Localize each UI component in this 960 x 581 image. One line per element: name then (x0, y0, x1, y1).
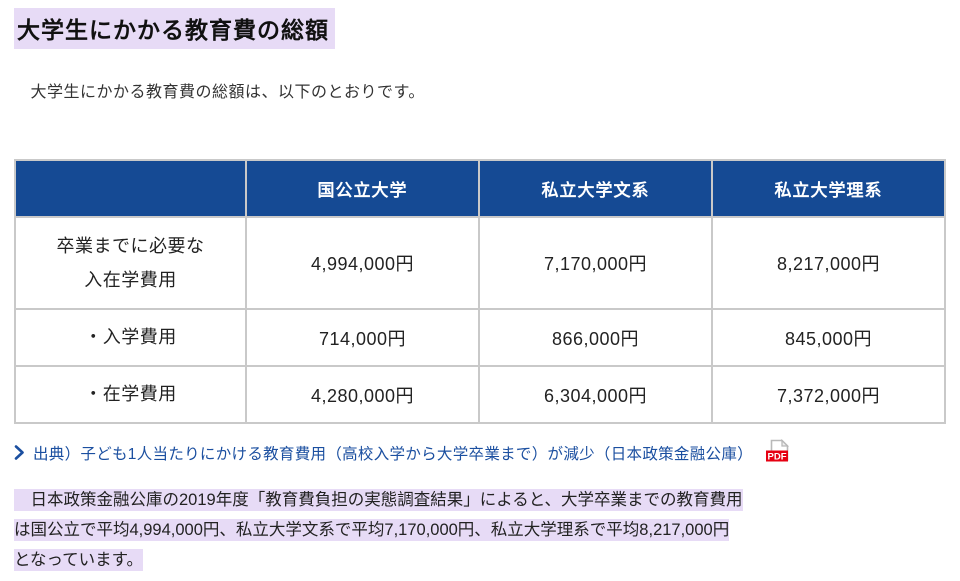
table-row: 卒業までに必要な 入在学費用 4,994,000円 7,170,000円 8,2… (14, 216, 946, 310)
table-header-row: 国公立大学 私立大学文系 私立大学理系 (14, 159, 946, 218)
table-row: ・在学費用 4,280,000円 6,304,000円 7,372,000円 (14, 365, 946, 424)
summary-paragraph: 日本政策金融公庫の2019年度「教育費負担の実態調査結果」によると、大学卒業まで… (14, 485, 946, 575)
cell-during-national: 4,280,000円 (245, 365, 480, 424)
pdf-badge-label: PDF (767, 452, 786, 463)
cell-entry-national: 714,000円 (245, 308, 480, 367)
summary-line-3: となっています。 (14, 549, 144, 571)
header-private-science: 私立大学理系 (711, 159, 946, 218)
source-link-row: 出典）子ども1人当たりにかける教育費用（高校入学から大学卒業まで）が減少（日本政… (14, 439, 946, 466)
education-cost-table: 国公立大学 私立大学文系 私立大学理系 卒業までに必要な 入在学費用 4,994… (14, 159, 946, 424)
table-row: ・入学費用 714,000円 866,000円 845,000円 (14, 308, 946, 367)
summary-line-1: 日本政策金融公庫の2019年度「教育費負担の実態調査結果」によると、大学卒業まで… (14, 489, 743, 511)
cell-during-private-hum: 6,304,000円 (478, 365, 713, 424)
cell-total-private-hum: 7,170,000円 (478, 216, 713, 310)
intro-paragraph: 大学生にかかる教育費の総額は、以下のとおりです。 (14, 84, 425, 101)
row-label-total: 卒業までに必要な 入在学費用 (14, 216, 247, 310)
row-label-during: ・在学費用 (14, 365, 247, 424)
summary-line-2: は国公立で平均4,994,000円、私立大学文系で平均7,170,000円、私立… (14, 519, 730, 541)
page-title: 大学生にかかる教育費の総額 (14, 8, 335, 49)
cell-entry-private-hum: 866,000円 (478, 308, 713, 367)
cell-during-private-sci: 7,372,000円 (711, 365, 946, 424)
row-label-entry: ・入学費用 (14, 308, 247, 367)
chevron-right-icon (14, 445, 25, 460)
header-private-humanities: 私立大学文系 (478, 159, 713, 218)
cell-entry-private-sci: 845,000円 (711, 308, 946, 367)
source-link[interactable]: 出典）子ども1人当たりにかける教育費用（高校入学から大学卒業まで）が減少（日本政… (33, 445, 753, 463)
cell-total-national: 4,994,000円 (245, 216, 480, 310)
header-national-public: 国公立大学 (245, 159, 480, 218)
cell-total-private-sci: 8,217,000円 (711, 216, 946, 310)
pdf-file-icon[interactable]: PDF (765, 439, 790, 466)
header-empty-cell (14, 159, 247, 218)
